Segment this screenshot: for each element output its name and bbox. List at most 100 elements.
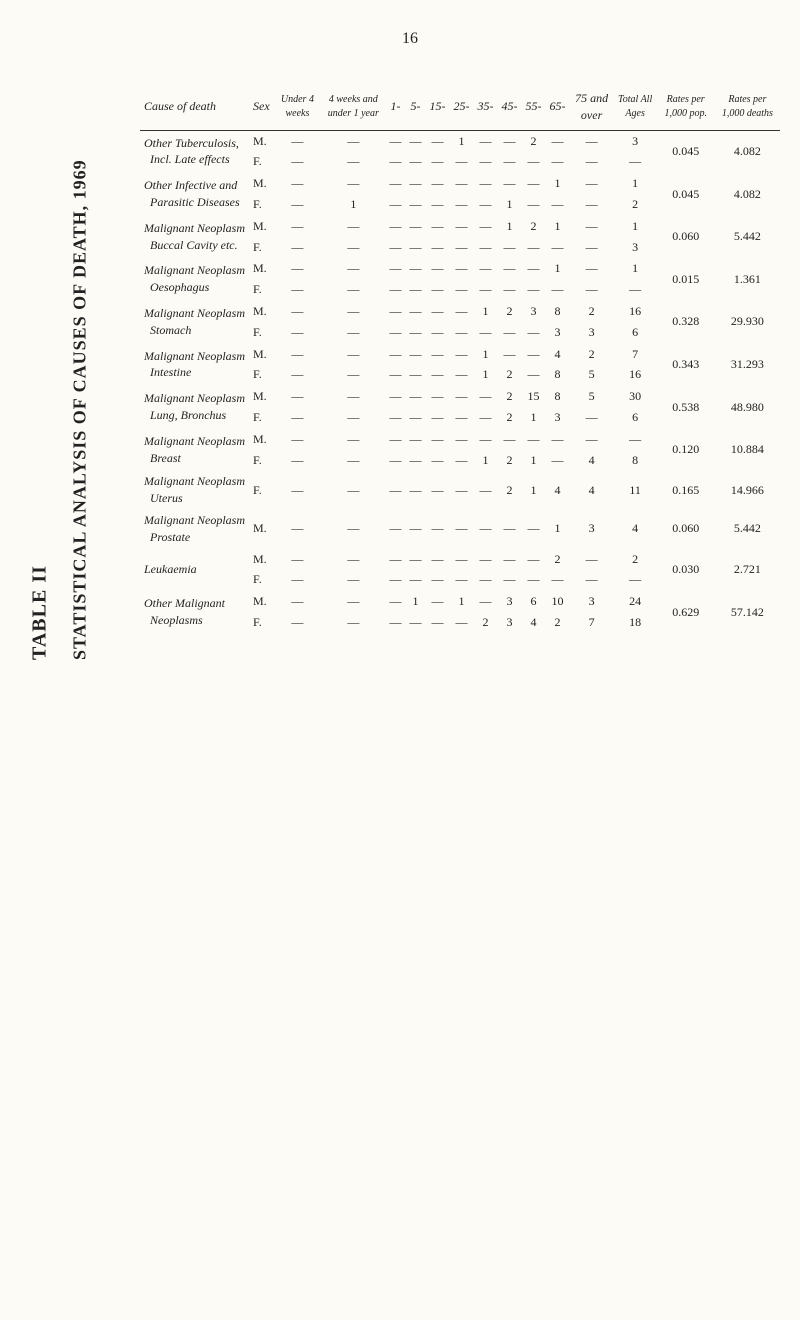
value-cell: 1 xyxy=(546,172,570,194)
value-cell: 1 xyxy=(474,364,498,385)
value-cell: — xyxy=(450,385,474,407)
value-cell: — xyxy=(522,172,546,194)
sex-cell: M. xyxy=(249,215,274,237)
sex-cell: F. xyxy=(249,450,274,471)
cause-subtext: Breast xyxy=(144,451,181,465)
value-cell: — xyxy=(474,151,498,172)
value-cell: 2 xyxy=(614,548,657,570)
value-cell: — xyxy=(426,194,450,215)
col-rates-pop: Rates per 1,000 pop. xyxy=(657,88,715,130)
rate-deaths-cell: 4.082 xyxy=(715,172,780,215)
value-cell: — xyxy=(450,364,474,385)
sex-cell: M. xyxy=(249,428,274,450)
value-cell: — xyxy=(474,237,498,258)
value-cell: — xyxy=(450,215,474,237)
rate-deaths-cell: 5.442 xyxy=(715,215,780,258)
value-cell: — xyxy=(498,322,522,343)
value-cell: 30 xyxy=(614,385,657,407)
cause-cell: Malignant Neoplasm Prostate xyxy=(140,509,249,548)
table-row: Other Infective and Parasitic DiseasesM.… xyxy=(140,172,780,194)
sex-cell: M. xyxy=(249,343,274,365)
rate-pop-cell: 0.060 xyxy=(657,509,715,548)
value-cell: — xyxy=(386,215,406,237)
value-cell: — xyxy=(386,612,406,633)
value-cell: 3 xyxy=(614,237,657,258)
value-cell: 1 xyxy=(522,450,546,471)
col-total: Total All Ages xyxy=(614,88,657,130)
value-cell: — xyxy=(406,300,426,322)
value-cell: 8 xyxy=(546,385,570,407)
value-cell: 2 xyxy=(546,548,570,570)
table-title: STATISTICAL ANALYSIS OF CAUSES OF DEATH,… xyxy=(70,159,91,660)
value-cell: — xyxy=(321,450,385,471)
value-cell: — xyxy=(522,343,546,365)
value-cell: 1 xyxy=(498,194,522,215)
value-cell: 2 xyxy=(570,343,614,365)
rate-deaths-cell: 48.980 xyxy=(715,385,780,428)
value-cell: 4 xyxy=(570,450,614,471)
value-cell: 2 xyxy=(498,450,522,471)
value-cell: — xyxy=(406,450,426,471)
value-cell: 3 xyxy=(546,322,570,343)
value-cell: — xyxy=(274,548,322,570)
sex-cell: F. xyxy=(249,470,274,509)
value-cell: 1 xyxy=(614,215,657,237)
table-row: Malignant Neoplasm OesophagusM.—————————… xyxy=(140,257,780,279)
value-cell: — xyxy=(406,237,426,258)
value-cell: — xyxy=(406,257,426,279)
col-age-15: 15- xyxy=(426,88,450,130)
value-cell: 1 xyxy=(546,257,570,279)
value-cell: 3 xyxy=(498,590,522,612)
value-cell: — xyxy=(321,548,385,570)
value-cell: — xyxy=(570,151,614,172)
sex-cell: F. xyxy=(249,364,274,385)
value-cell: 4 xyxy=(546,470,570,509)
value-cell: — xyxy=(406,322,426,343)
value-cell: — xyxy=(406,279,426,300)
value-cell: — xyxy=(474,590,498,612)
value-cell: 16 xyxy=(614,364,657,385)
value-cell: — xyxy=(450,151,474,172)
value-cell: — xyxy=(386,569,406,590)
value-cell: — xyxy=(450,300,474,322)
value-cell: — xyxy=(570,407,614,428)
value-cell: — xyxy=(386,130,406,151)
value-cell: — xyxy=(450,407,474,428)
value-cell: — xyxy=(570,237,614,258)
value-cell: — xyxy=(450,450,474,471)
rate-pop-cell: 0.060 xyxy=(657,215,715,258)
value-cell: — xyxy=(321,407,385,428)
table-row: Malignant Neoplasm Lung, BronchusM.—————… xyxy=(140,385,780,407)
value-cell: — xyxy=(474,215,498,237)
value-cell: 3 xyxy=(570,322,614,343)
value-cell: — xyxy=(474,194,498,215)
value-cell: — xyxy=(522,509,546,548)
value-cell: 1 xyxy=(522,407,546,428)
value-cell: — xyxy=(274,385,322,407)
value-cell: — xyxy=(498,343,522,365)
value-cell: — xyxy=(386,548,406,570)
col-age-55: 55- xyxy=(522,88,546,130)
value-cell: — xyxy=(386,300,406,322)
value-cell: — xyxy=(426,590,450,612)
value-cell: 1 xyxy=(321,194,385,215)
cause-cell: Malignant Neoplasm Lung, Bronchus xyxy=(140,385,249,428)
col-age-35: 35- xyxy=(474,88,498,130)
value-cell: — xyxy=(321,237,385,258)
value-cell: — xyxy=(406,407,426,428)
value-cell: — xyxy=(274,300,322,322)
sex-cell: F. xyxy=(249,569,274,590)
value-cell: 1 xyxy=(450,130,474,151)
value-cell: — xyxy=(426,257,450,279)
value-cell: — xyxy=(498,548,522,570)
value-cell: — xyxy=(274,151,322,172)
col-age-75: 75 and over xyxy=(570,88,614,130)
value-cell: — xyxy=(570,257,614,279)
value-cell: — xyxy=(274,257,322,279)
value-cell: — xyxy=(522,279,546,300)
value-cell: — xyxy=(474,470,498,509)
value-cell: 8 xyxy=(546,364,570,385)
value-cell: — xyxy=(546,237,570,258)
value-cell: — xyxy=(406,385,426,407)
value-cell: — xyxy=(546,450,570,471)
